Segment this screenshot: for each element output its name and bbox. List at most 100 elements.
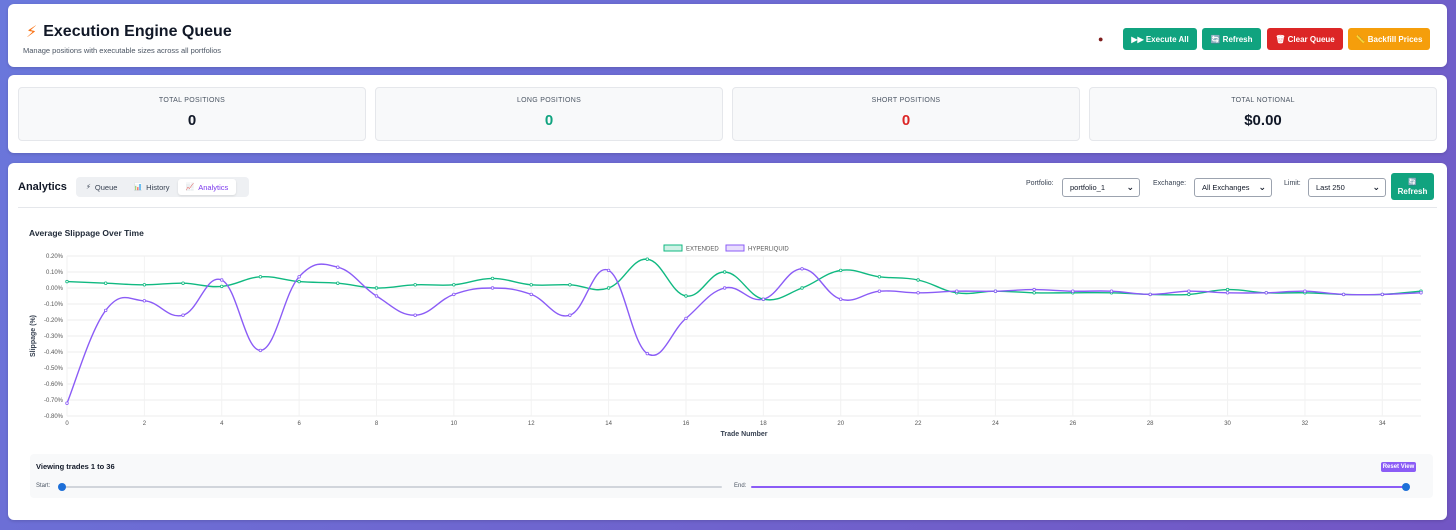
portfolio-label: Portfolio:	[1026, 180, 1054, 187]
x-tick-label: 34	[1379, 421, 1386, 427]
data-point	[1109, 289, 1114, 293]
data-point	[645, 257, 649, 261]
data-point	[65, 401, 69, 405]
data-point	[1225, 287, 1230, 292]
x-tick-label: 12	[528, 421, 535, 427]
y-axis-label: Slippage (%)	[30, 315, 37, 357]
stat-value: $0.00	[1244, 112, 1282, 129]
data-point	[258, 348, 263, 353]
backfill-prices-button[interactable]: 📏 Backfill Prices	[1348, 28, 1430, 50]
x-axis-label: Trade Number	[720, 431, 767, 438]
data-point	[568, 283, 572, 287]
portfolio-select[interactable]: portfolio_1 ⌄	[1062, 178, 1140, 197]
exchange-select[interactable]: All Exchanges ⌄	[1194, 178, 1272, 197]
lightning-icon: ⚡	[26, 24, 38, 41]
refresh-icon: 🔄	[1408, 178, 1417, 186]
data-point	[1341, 292, 1346, 297]
data-point	[800, 267, 804, 271]
end-label: End:	[734, 483, 747, 489]
data-point	[839, 297, 843, 301]
data-point	[297, 275, 301, 279]
data-point	[684, 316, 688, 321]
page-title-row: ⚡ Execution Engine Queue	[26, 22, 232, 42]
refresh-button[interactable]: 🔄 Refresh	[1202, 28, 1261, 50]
tab-analytics[interactable]: 📈 Analytics	[177, 179, 237, 195]
end-slider-thumb[interactable]	[1402, 483, 1410, 491]
line-chart-icon: 📈	[185, 184, 195, 191]
stat-label: TOTAL POSITIONS	[158, 97, 226, 104]
x-tick-label: 28	[1147, 421, 1154, 427]
analytics-card: Analytics ⚡ Queue 📊 History 📈 Analytics …	[8, 163, 1447, 520]
y-tick-label: -0.70%	[44, 398, 64, 404]
data-point	[220, 278, 224, 282]
bar-chart-icon: 📊	[133, 184, 143, 191]
tab-queue[interactable]: ⚡ Queue	[78, 179, 125, 195]
y-tick-label: -0.50%	[44, 366, 64, 372]
x-tick-label: 16	[683, 421, 690, 427]
status-indicator-icon: ●	[1098, 34, 1104, 44]
data-point	[761, 297, 766, 301]
tab-history[interactable]: 📊 History	[125, 179, 177, 195]
limit-select[interactable]: Last 250 ⌄	[1308, 178, 1386, 197]
x-tick-label: 0	[65, 421, 69, 427]
data-point	[722, 270, 727, 274]
data-point	[220, 284, 224, 289]
stat-value: 0	[901, 112, 911, 129]
data-point	[1187, 289, 1191, 293]
x-tick-label: 22	[915, 421, 922, 427]
start-slider-thumb[interactable]	[58, 483, 66, 491]
y-tick-label: -0.80%	[44, 414, 64, 420]
data-point	[877, 289, 882, 293]
data-point	[529, 283, 533, 287]
stat-short-positions: SHORT POSITIONS 0	[732, 87, 1080, 141]
clear-queue-button[interactable]: 🗑 Clear Queue	[1267, 28, 1343, 50]
data-point	[800, 286, 804, 290]
data-point	[1032, 291, 1036, 295]
data-point	[529, 292, 533, 297]
x-tick-label: 20	[837, 421, 844, 427]
data-point	[1264, 291, 1268, 295]
legend-swatch	[725, 244, 745, 252]
stats-card: TOTAL POSITIONS 0 LONG POSITIONS 0 SHORT…	[8, 75, 1447, 153]
execute-all-button[interactable]: ▶▶ Execute All	[1123, 28, 1197, 50]
reset-view-button[interactable]: Reset View	[1381, 462, 1416, 472]
data-point	[1032, 287, 1036, 292]
exchange-value: All Exchanges	[1202, 183, 1250, 192]
start-slider-track[interactable]	[62, 486, 722, 488]
data-point	[1148, 292, 1152, 297]
x-tick-label: 32	[1302, 421, 1309, 427]
data-point	[839, 268, 843, 273]
y-tick-label: 0.20%	[46, 254, 64, 260]
data-point	[181, 281, 185, 285]
data-point	[336, 281, 340, 285]
range-title: Viewing trades 1 to 36	[36, 462, 115, 471]
data-point	[103, 281, 108, 285]
y-tick-label: 0.00%	[46, 286, 64, 292]
data-point	[606, 286, 611, 290]
end-slider-track[interactable]	[751, 486, 1406, 488]
x-tick-label: 8	[375, 421, 379, 427]
data-point	[142, 299, 147, 303]
data-point	[722, 286, 727, 290]
exchange-label: Exchange:	[1153, 180, 1187, 187]
x-tick-label: 2	[143, 421, 147, 427]
divider	[18, 207, 1437, 208]
legend-swatch	[663, 244, 683, 252]
x-tick-label: 6	[297, 421, 301, 427]
data-point	[684, 294, 688, 298]
analytics-refresh-button[interactable]: 🔄 Refresh	[1391, 173, 1434, 200]
tab-label: History	[146, 182, 170, 192]
chevron-down-icon: ⌄	[1126, 182, 1134, 192]
stat-value: 0	[544, 112, 554, 129]
page-subtitle: Manage positions with executable sizes a…	[23, 46, 222, 55]
limit-value: Last 250	[1316, 183, 1345, 192]
stat-total-notional: TOTAL NOTIONAL $0.00	[1089, 87, 1437, 141]
data-point	[1419, 291, 1423, 295]
data-point	[103, 308, 108, 313]
data-point	[1380, 292, 1385, 297]
page-title: Execution Engine Queue	[43, 23, 232, 40]
data-point	[1071, 289, 1075, 293]
data-point	[413, 283, 417, 287]
view-tabs: ⚡ Queue 📊 History 📈 Analytics	[76, 177, 249, 197]
limit-label: Limit:	[1284, 180, 1301, 187]
